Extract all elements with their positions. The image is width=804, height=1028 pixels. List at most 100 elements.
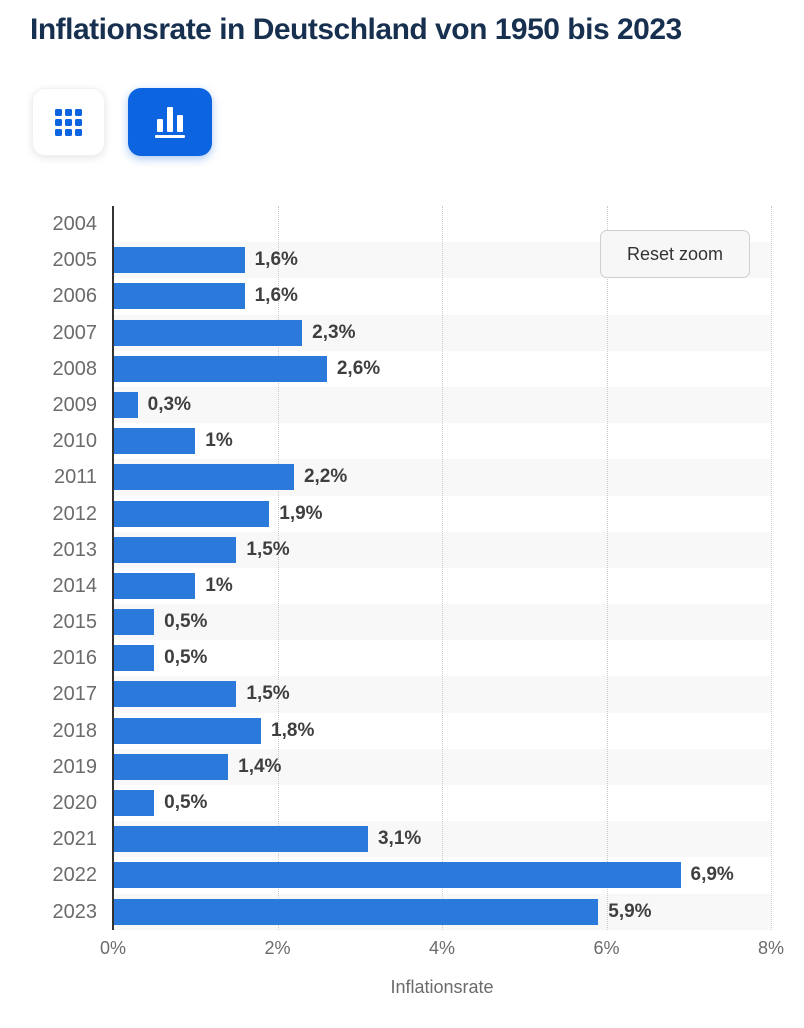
bar[interactable] <box>113 826 368 853</box>
row-plot: 1% <box>113 568 771 604</box>
row-plot: 6,9% <box>113 857 771 893</box>
grid-icon <box>55 108 82 136</box>
chart-row: 2009 0,3% <box>0 386 804 424</box>
value-label: 2,2% <box>303 466 348 488</box>
chart-row: 2023 5,9% <box>0 893 804 930</box>
chart-row: 2021 3,1% <box>0 821 804 858</box>
value-label: 1,5% <box>246 683 290 705</box>
chart-row: 2012 1,9% <box>0 496 804 532</box>
bar[interactable] <box>113 319 303 346</box>
bar[interactable] <box>113 500 270 527</box>
year-label: 2010 <box>52 430 98 453</box>
value-label: 5,9% <box>608 900 652 922</box>
bar[interactable] <box>113 536 237 563</box>
year-label: 2020 <box>52 792 98 814</box>
year-label: 2008 <box>52 357 98 380</box>
year-label: 2015 <box>52 611 98 634</box>
row-plot: 0,5% <box>113 640 771 676</box>
year-label: 2006 <box>52 285 98 308</box>
chart-row: 2017 1,5% <box>0 676 804 713</box>
year-label: 2021 <box>52 828 98 851</box>
value-label: 2,6% <box>336 357 381 379</box>
year-label: 2014 <box>52 574 98 597</box>
value-label: 1,6% <box>254 285 298 307</box>
bar[interactable] <box>113 681 237 708</box>
bar[interactable] <box>113 355 327 382</box>
value-label: 0,3% <box>147 393 191 415</box>
bar[interactable] <box>113 572 196 599</box>
x-axis-title: Inflationsrate <box>390 977 494 997</box>
y-axis-line <box>112 206 114 930</box>
year-label: 2022 <box>52 864 98 887</box>
bar[interactable] <box>113 464 294 491</box>
value-label: 1,6% <box>254 249 298 271</box>
chart-row: 2004 <box>0 206 804 242</box>
value-label: 0,5% <box>164 647 208 669</box>
view-toggle-toolbar <box>32 88 804 156</box>
chart-row: 2018 1,8% <box>0 713 804 749</box>
bar[interactable] <box>113 898 599 925</box>
bar[interactable] <box>113 283 245 310</box>
value-label: 1,4% <box>238 755 282 777</box>
bar[interactable] <box>113 247 245 274</box>
x-axis-tick-label: 6% <box>593 938 620 958</box>
year-label: 2004 <box>52 213 98 235</box>
row-plot: 2,6% <box>113 351 771 387</box>
reset-zoom-button[interactable]: Reset zoom <box>600 230 750 278</box>
table-view-button[interactable] <box>32 88 105 156</box>
page-title: Inflationsrate in Deutschland von 1950 b… <box>30 13 682 46</box>
bar[interactable] <box>113 753 229 780</box>
value-label: 1,5% <box>246 538 290 560</box>
year-label: 2007 <box>52 321 98 344</box>
row-plot: 5,9% <box>113 893 771 930</box>
year-label: 2018 <box>52 719 98 742</box>
row-plot: 1% <box>113 423 771 459</box>
row-plot: 1,9% <box>113 496 771 532</box>
bar[interactable] <box>113 609 155 636</box>
value-label: 0,5% <box>164 792 208 813</box>
chart-row: 2007 2,3% <box>0 314 804 351</box>
value-label: 2,3% <box>312 321 356 343</box>
x-axis: 0% 2% 4% 6% 8% <box>0 936 804 960</box>
gridline <box>277 206 279 930</box>
bar[interactable] <box>113 391 138 418</box>
chart-row: 2015 0,5% <box>0 604 804 641</box>
bar[interactable] <box>113 862 681 889</box>
plot-area: 2004 2005 1,6% 2006 1,6% 2007 2,3% 2008 2,6% 2009… <box>0 206 804 930</box>
chart-row: 2020 0,5% <box>0 785 804 821</box>
chart-row: 2014 1% <box>0 568 804 604</box>
chart-row: 2016 0,5% <box>0 640 804 676</box>
chart-view-button[interactable] <box>128 88 212 156</box>
chart: 2004 2005 1,6% 2006 1,6% 2007 2,3% 2008 2,6% 2009… <box>0 195 804 1016</box>
row-plot: 1,8% <box>113 713 771 749</box>
value-label: 3,1% <box>377 828 422 850</box>
bar-chart-icon <box>155 106 185 138</box>
year-label: 2019 <box>52 755 98 778</box>
year-label: 2023 <box>52 900 98 923</box>
chart-row: 2022 6,9% <box>0 857 804 893</box>
bar[interactable] <box>113 717 262 744</box>
value-label: 1,9% <box>279 502 323 524</box>
year-label: 2005 <box>52 249 98 272</box>
chart-row: 2019 1,4% <box>0 748 804 785</box>
gridline <box>606 206 608 930</box>
x-axis-tick-label: 4% <box>428 938 456 958</box>
chart-row: 2013 1,5% <box>0 531 804 568</box>
chart-row: 2010 1% <box>0 423 804 459</box>
x-axis-tick-label: 0% <box>99 938 127 958</box>
year-label: 2009 <box>52 393 98 416</box>
row-plot: 0,5% <box>113 785 771 821</box>
bar[interactable] <box>113 645 155 672</box>
row-plot: 1,6% <box>113 278 771 314</box>
x-axis-tick-label: 2% <box>264 938 291 958</box>
value-label: 1,8% <box>271 719 315 741</box>
value-label: 0,5% <box>164 611 208 633</box>
bar[interactable] <box>113 428 196 455</box>
chart-row: 2006 1,6% <box>0 278 804 314</box>
chart-row: 2008 2,6% <box>0 351 804 387</box>
gridline <box>771 206 772 930</box>
value-label: 1% <box>205 574 233 596</box>
bar[interactable] <box>113 790 155 816</box>
year-label: 2016 <box>52 647 98 670</box>
gridline <box>442 206 443 930</box>
